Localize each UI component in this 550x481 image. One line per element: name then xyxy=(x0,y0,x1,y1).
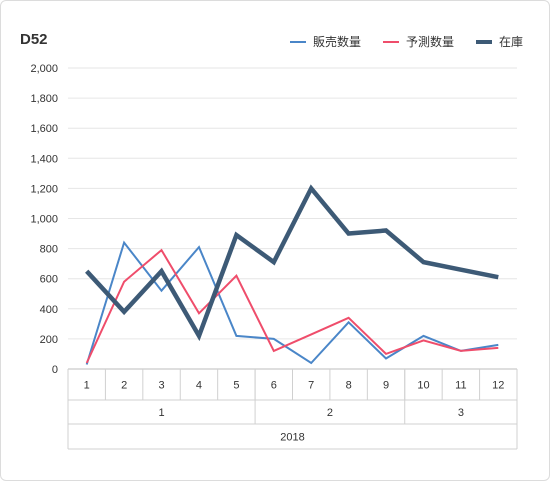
legend-label-inventory: 在庫 xyxy=(498,35,523,49)
y-tick-label: 1,600 xyxy=(30,123,58,135)
x-year-label: 2018 xyxy=(280,432,304,444)
series-line-0 xyxy=(85,240,499,365)
y-tick-label: 600 xyxy=(40,274,58,286)
x-tick-label: 2 xyxy=(121,380,127,392)
legend-label-forecast: 予測数量 xyxy=(405,35,454,49)
legend-swatch-forecast xyxy=(382,40,399,43)
x-tick-label: 8 xyxy=(346,380,352,392)
series-line-1 xyxy=(85,248,499,364)
x-tick-label: 7 xyxy=(308,380,314,392)
y-tick-label: 1,800 xyxy=(30,93,58,105)
x-tick-label: 9 xyxy=(383,380,389,392)
legend-item-forecast[interactable]: 予測数量 xyxy=(382,33,454,50)
x-tick-label: 5 xyxy=(233,380,239,392)
y-tick-label: 1,200 xyxy=(30,183,58,195)
legend-label-sales: 販売数量 xyxy=(312,35,361,49)
y-tick-label: 800 xyxy=(40,244,58,256)
x-tick-label: 6 xyxy=(271,380,277,392)
x-tick-label: 11 xyxy=(455,380,466,392)
legend-swatch-sales xyxy=(289,40,306,43)
x-tick-label: 10 xyxy=(417,380,429,392)
x-group-label: 1 xyxy=(158,407,164,419)
x-group-label: 3 xyxy=(458,407,464,419)
legend-item-sales[interactable]: 販売数量 xyxy=(289,33,361,50)
chart-legend: 販売数量 予測数量 在庫 xyxy=(289,33,523,50)
y-tick-label: 1,000 xyxy=(30,214,58,226)
x-tick-label: 1 xyxy=(84,380,90,392)
x-group-label: 2 xyxy=(327,407,333,419)
y-tick-label: 1,400 xyxy=(30,153,58,165)
x-tick-label: 12 xyxy=(492,380,504,392)
legend-swatch-inventory xyxy=(475,39,492,44)
y-tick-label: 0 xyxy=(52,364,58,376)
y-tick-label: 2,000 xyxy=(30,63,58,75)
y-tick-label: 400 xyxy=(40,304,58,316)
legend-item-inventory[interactable]: 在庫 xyxy=(475,33,523,50)
series-line-2 xyxy=(85,184,499,342)
x-tick-label: 4 xyxy=(196,380,202,392)
y-tick-label: 200 xyxy=(40,334,58,346)
chart-title: D52 xyxy=(20,31,48,48)
x-tick-label: 3 xyxy=(158,380,164,392)
